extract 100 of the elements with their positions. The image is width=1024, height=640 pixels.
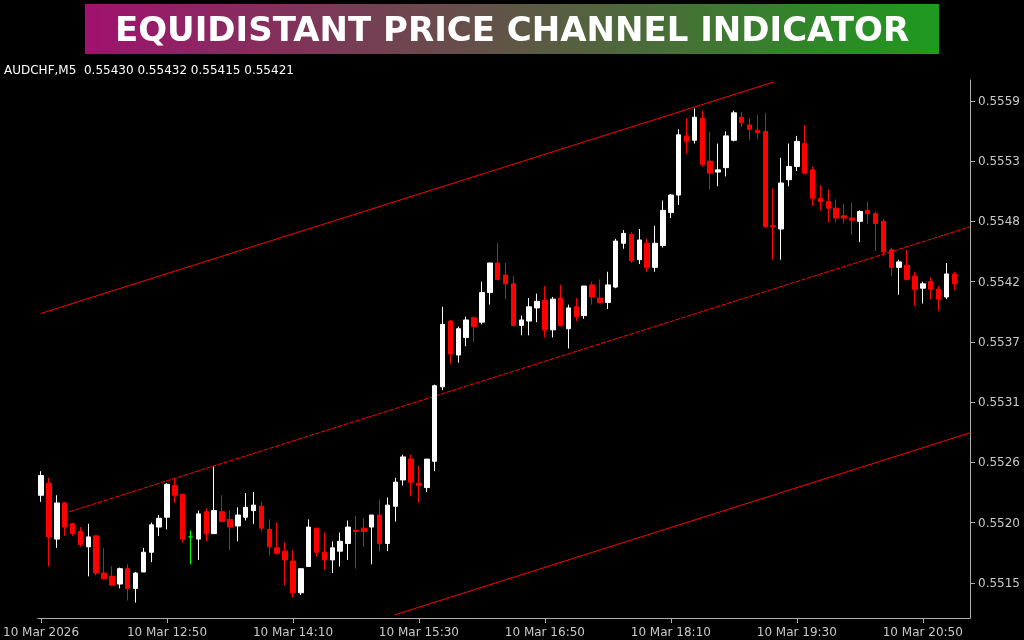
candlestick: [637, 228, 642, 265]
candlestick: [574, 297, 579, 322]
y-tick-label: 0.5526: [978, 455, 1020, 470]
candlestick: [833, 198, 839, 223]
candlestick: [826, 189, 831, 223]
candlestick: [920, 281, 926, 305]
candlestick: [211, 466, 217, 535]
x-tick-label: 10 Mar 18:10: [630, 625, 711, 639]
candlestick: [511, 275, 516, 328]
candlestick: [802, 124, 807, 175]
candlestick: [731, 110, 737, 142]
candlestick: [416, 465, 422, 504]
candlestick: [101, 547, 107, 581]
candlestick: [660, 200, 666, 249]
candlestick: [243, 492, 248, 521]
x-tick-label: 10 Mar 16:50: [504, 625, 585, 639]
candlestick: [259, 501, 264, 532]
candlestick: [298, 568, 304, 596]
candlestick: [857, 209, 863, 243]
candlestick: [149, 522, 154, 563]
candlestick: [810, 166, 815, 207]
candlestick: [369, 514, 374, 565]
candlestick: [408, 454, 414, 497]
candlestick: [629, 231, 634, 264]
candlestick: [330, 540, 335, 574]
candlestick: [314, 527, 319, 558]
candlestick: [180, 493, 185, 543]
candlestick: [267, 518, 272, 557]
candlestick: [503, 262, 508, 300]
candlestick: [487, 262, 493, 306]
candlestick: [550, 296, 556, 338]
candlestick: [93, 535, 99, 576]
y-tick-label: 0.5531: [978, 395, 1020, 410]
candlestick: [644, 238, 650, 273]
candlestick: [400, 454, 406, 486]
candlestick: [393, 477, 398, 523]
candlestick: [676, 128, 681, 206]
candlestick: [841, 203, 847, 225]
candlestick: [133, 571, 138, 604]
candlestick: [936, 285, 941, 312]
candlestick: [581, 285, 587, 320]
candlestick: [377, 499, 382, 552]
candlestick: [204, 507, 209, 542]
candlestick: [944, 262, 949, 300]
candlestick: [755, 114, 760, 140]
candlestick: [707, 131, 713, 191]
candlestick: [282, 541, 288, 586]
candlestick: [337, 532, 343, 567]
y-tick-label: 0.5542: [978, 274, 1020, 289]
candlestick: [770, 187, 776, 261]
chart-title: EQUIDISTANT PRICE CHANNEL INDICATOR: [114, 9, 910, 49]
candlestick: [896, 259, 902, 296]
candlestick: [156, 514, 162, 537]
candlestick: [196, 510, 201, 561]
candlestick: [125, 563, 130, 601]
candlestick: [763, 112, 768, 229]
candlestick: [345, 519, 351, 561]
candlestick: [723, 131, 729, 177]
candlestick: [786, 143, 792, 187]
y-tick-label: 0.5559: [978, 93, 1020, 108]
candlestick: [715, 143, 721, 187]
y-tick-label: 0.5548: [978, 214, 1020, 229]
candlestick: [889, 247, 894, 277]
candlestick: [558, 284, 563, 328]
candlestick: [818, 184, 823, 211]
candlestick: [865, 201, 870, 225]
candlestick: [526, 297, 532, 336]
y-tick-label: 0.5537: [978, 334, 1020, 349]
x-tick-label: 10 Mar 15:30: [378, 625, 459, 639]
candlestick: [794, 135, 800, 172]
candlestick: [605, 271, 611, 310]
x-tick-label: 10 Mar 12:50: [126, 625, 208, 639]
x-tick-label: 10 Mar 19:30: [756, 625, 837, 639]
candlestick: [109, 566, 115, 586]
candlestick: [534, 293, 540, 323]
candlestick: [251, 491, 256, 525]
candlestick: [589, 281, 595, 306]
candlestick: [448, 319, 453, 365]
candlestick: [747, 117, 752, 141]
candlestick: [456, 326, 461, 364]
candlestick: [912, 271, 918, 307]
candlestick: [235, 506, 241, 542]
candlestick: [928, 276, 933, 300]
y-tick-label: 0.5520: [978, 515, 1020, 530]
candlestick: [141, 547, 146, 573]
candlestick: [117, 567, 123, 589]
candlestick: [692, 107, 697, 145]
candlestick: [739, 111, 744, 128]
candlestick: [432, 384, 437, 472]
candlestick: [86, 523, 91, 577]
candlestick: [290, 549, 296, 598]
candlestick: [952, 271, 957, 291]
candlestick: [274, 522, 280, 555]
candlestick: [38, 470, 44, 503]
candlestick: [613, 238, 618, 289]
candlestick: [668, 193, 674, 219]
candlestick: [78, 526, 83, 548]
candlestick: [479, 281, 485, 325]
y-tick-label: 0.5553: [978, 154, 1020, 169]
x-tick-label: 10 Mar 2026: [3, 625, 80, 639]
